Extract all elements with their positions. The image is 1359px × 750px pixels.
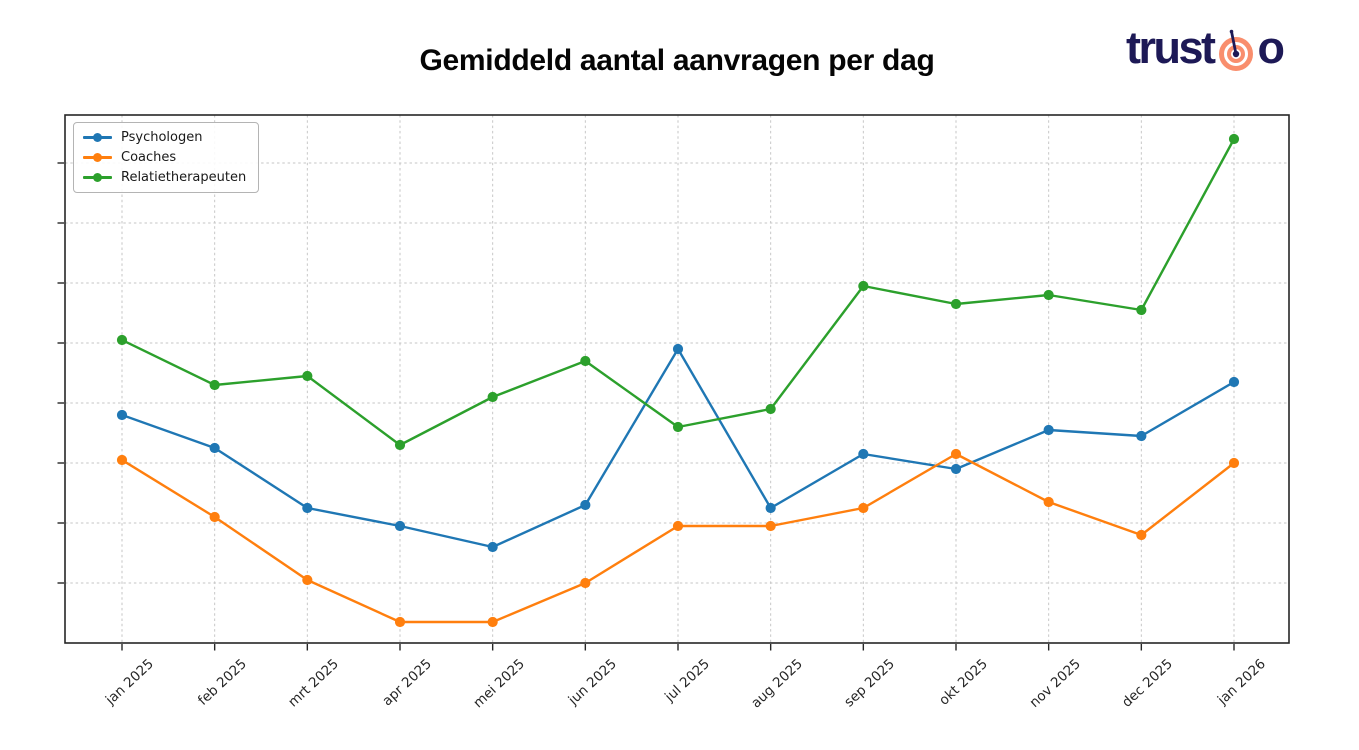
data-point-relatietherapeuten: [394, 439, 406, 451]
data-point-relatietherapeuten: [1228, 133, 1240, 145]
data-point-relatietherapeuten: [765, 403, 776, 415]
data-point-coaches: [672, 520, 684, 532]
data-point-coaches: [858, 502, 869, 514]
legend-swatch-coaches: [83, 152, 112, 163]
data-point-psychologen: [1228, 376, 1240, 388]
legend-label: Coaches: [121, 150, 177, 165]
data-point-psychologen: [487, 541, 498, 553]
data-point-coaches: [1136, 529, 1147, 541]
plot-border: [64, 114, 1290, 644]
data-point-coaches: [116, 454, 128, 466]
data-point-psychologen: [116, 409, 128, 421]
legend-item-coaches: Coaches: [83, 150, 246, 165]
data-point-relatietherapeuten: [1043, 289, 1054, 301]
data-point-coaches: [487, 616, 498, 628]
data-point-coaches: [1228, 457, 1240, 469]
data-point-relatietherapeuten: [672, 421, 684, 433]
data-point-psychologen: [672, 343, 684, 355]
data-point-psychologen: [950, 463, 962, 475]
data-point-coaches: [302, 574, 313, 586]
data-point-relatietherapeuten: [1136, 304, 1147, 316]
data-point-psychologen: [1043, 424, 1054, 436]
data-point-coaches: [209, 511, 220, 523]
legend-label: Psychologen: [121, 130, 203, 145]
data-point-coaches: [1043, 496, 1054, 508]
data-point-relatietherapeuten: [487, 391, 498, 403]
logo-text-trust: trust: [1126, 22, 1216, 73]
legend-swatch-relatietherapeuten: [83, 172, 112, 183]
legend-item-psychologen: Psychologen: [83, 130, 246, 145]
data-point-relatietherapeuten: [116, 334, 128, 346]
logo-bullseye-icon: [1218, 29, 1253, 71]
legend-label: Relatietherapeuten: [121, 170, 247, 185]
trustoo-logo: trust o: [1126, 22, 1286, 74]
legend: Psychologen Coaches Relatietherapeuten: [73, 122, 260, 193]
data-point-coaches: [580, 577, 591, 589]
series-line-coaches: [120, 452, 1236, 624]
data-point-coaches: [394, 616, 406, 628]
data-point-psychologen: [765, 502, 776, 514]
data-point-psychologen: [394, 520, 406, 532]
data-point-relatietherapeuten: [950, 298, 962, 310]
data-point-relatietherapeuten: [858, 280, 869, 292]
data-point-relatietherapeuten: [580, 355, 591, 367]
data-point-relatietherapeuten: [209, 379, 220, 391]
legend-swatch-psychologen: [83, 132, 112, 143]
data-point-relatietherapeuten: [302, 370, 313, 382]
data-point-psychologen: [302, 502, 313, 514]
chart-title: Gemiddeld aantal aanvragen per dag: [419, 44, 935, 77]
logo-text-o: o: [1257, 22, 1286, 73]
data-point-psychologen: [209, 442, 220, 454]
data-point-psychologen: [1136, 430, 1147, 442]
data-point-coaches: [950, 448, 962, 460]
data-point-psychologen: [580, 499, 591, 511]
legend-item-relatietherapeuten: Relatietherapeuten: [83, 170, 246, 185]
data-point-psychologen: [858, 448, 869, 460]
data-point-coaches: [765, 520, 776, 532]
